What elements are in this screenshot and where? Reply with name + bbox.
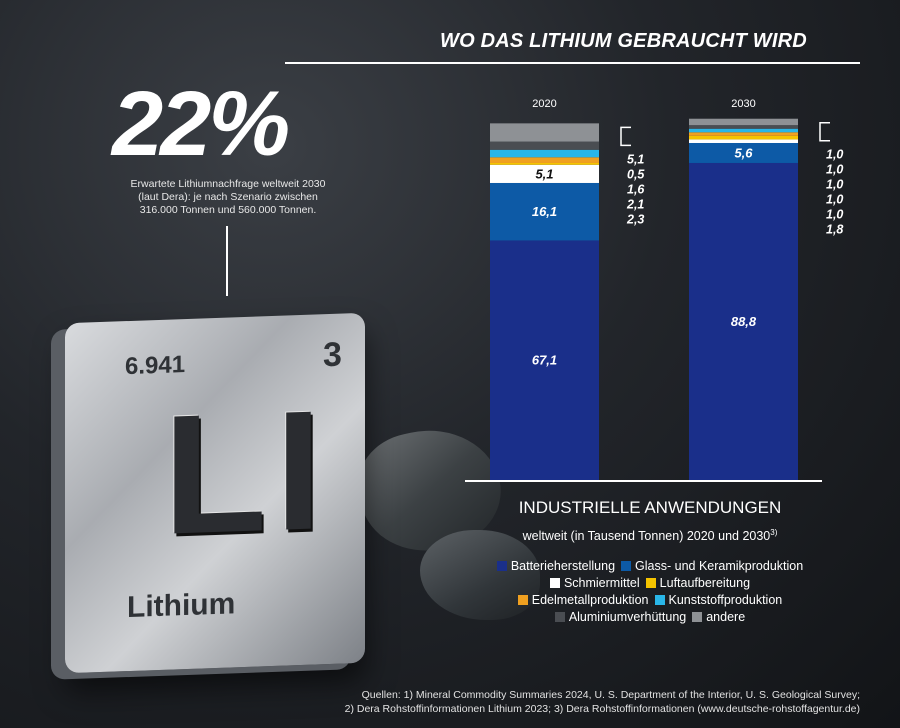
bar-segment [490,182,599,241]
bar-segment [689,125,798,129]
bar-segment [490,162,599,165]
legend-swatch [692,612,703,622]
headline-note-line: Erwartete Lithiumnachfrage weltweit 2030 [130,178,326,190]
legend-swatch [645,578,656,588]
legend-swatch [554,612,565,622]
legend-item: Glass- und Keramikproduktion [621,559,803,573]
side-label: 1,0 [826,193,843,207]
bar-segment [490,164,599,183]
bar-segment [689,135,798,140]
chart-title: WO DAS LITHIUM GEBRAUCHT WIRD [440,30,807,52]
legend-label: Schmiermittel [563,576,640,590]
legend-label: Batterieherstellung [510,559,616,573]
legend-label: andere [706,610,746,624]
legend-item: Luftaufbereitung [645,576,751,590]
headline-note: Erwartete Lithiumnachfrage weltweit 2030… [112,178,344,217]
bar-segment [490,149,599,158]
legend-row: Batterieherstellung Glass- und Keramikpro… [480,559,820,573]
headline-note-line: (laut Dera): je nach Szenario zwischen [138,191,318,203]
industrial-title: INDUSTRIELLE ANWENDUNGEN [518,498,782,517]
side-label: 1,0 [826,208,843,222]
side-label: 1,8 [826,223,843,237]
side-label: 5,1 [627,152,644,166]
data-label: 67,1 [532,353,557,368]
headline-percent: 22% [112,73,290,175]
legend-item: Batterieherstellung [496,559,616,573]
connector-line [226,226,228,296]
bar-segment [689,118,798,126]
legend-swatch [549,578,560,588]
legend-row: Schmiermittel Luftaufbereitung [480,576,820,590]
category-label: 2030 [731,98,755,110]
subtitle-text: weltweit (in Tausend Tonnen) 2020 und 20… [522,529,771,544]
category-label: 2020 [532,98,556,110]
data-label: 5,6 [734,145,753,160]
bar-segment [689,142,798,163]
legend-swatch [517,595,528,605]
legend-label: Kunststoffproduktion [668,593,783,607]
subtitle-footnote: 3) [770,528,778,537]
data-label: 88,8 [731,314,757,329]
side-label: 2,3 [626,212,644,226]
bar-segment [490,157,599,163]
legend-item: Edelmetallproduktion [517,593,649,607]
legend-label: Luftaufbereitung [659,576,751,590]
legend-row: Edelmetallproduktion Kunststoffproduktion [480,593,820,607]
legend-item: andere [692,610,745,624]
data-label: 16,1 [532,204,557,219]
bracket [819,121,830,142]
legend-swatch [621,561,632,571]
side-label: 1,0 [826,163,843,177]
side-label: 1,0 [826,148,843,162]
legend-item: Aluminiumverhüttung [554,610,687,624]
legend-swatch [654,595,665,605]
rock-image [420,530,540,620]
bar-segment [490,141,599,150]
industrial-subtitle: weltweit (in Tausend Tonnen) 2020 und 20… [480,528,820,543]
bar-segment [689,128,798,133]
legend-item: Kunststoffproduktion [654,593,783,607]
legend-label: Aluminiumverhüttung [568,610,687,624]
bar-segment [689,139,798,143]
legend-swatch [496,561,507,571]
legend-label: Edelmetallproduktion [531,593,649,607]
side-label: 1,6 [627,182,645,196]
side-label: 2,1 [626,197,644,211]
source-line: 2) Dera Rohstoffinformationen Lithium 20… [344,703,860,715]
bar-segment [490,240,599,480]
data-label: 5,1 [535,166,553,181]
bracket [620,126,631,147]
source-line: Quellen: 1) Mineral Commodity Summaries … [361,689,860,701]
legend-item: Schmiermittel [549,576,640,590]
sources: Quellen: 1) Mineral Commodity Summaries … [260,688,860,716]
legend-row: Aluminiumverhüttung andere [480,610,820,624]
bar-segment [490,123,599,142]
side-label: 0,5 [627,167,645,181]
headline-note-line: 316.000 Tonnen und 560.000 Tonnen. [139,204,317,216]
bar-segment [689,162,798,480]
side-label: 1,0 [826,178,843,192]
legend-label: Glass- und Keramikproduktion [635,559,804,573]
title-rule [285,62,860,64]
bar-segment [689,132,798,136]
